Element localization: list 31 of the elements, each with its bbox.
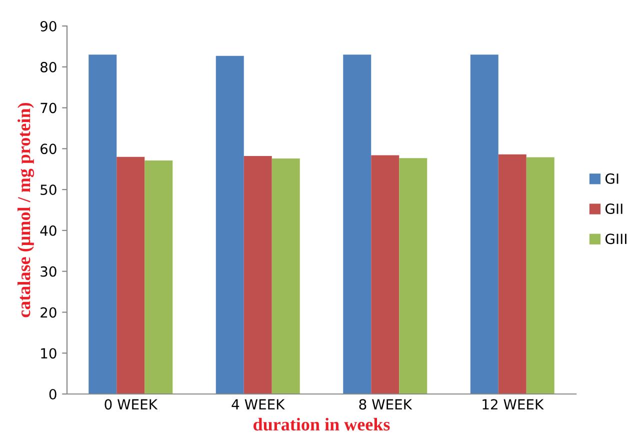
bar [272,158,300,394]
bar [216,56,244,394]
y-axis-title: catalase (µmol / mg protein) [18,102,34,318]
y-tick-label: 10 [41,348,56,359]
y-tick-label: 30 [40,266,56,277]
bar [399,158,428,394]
y-tick-label: 50 [40,184,56,196]
bar [526,157,554,394]
bar [144,160,173,394]
bar [88,54,117,394]
bar [244,156,272,394]
y-tick-label: 80 [40,62,56,72]
x-axis-title: duration in weeks [254,418,390,431]
x-tick-label: 8 WEEK [359,399,412,410]
bar [116,156,145,394]
y-tick-label: 40 [40,225,56,236]
bar [470,54,498,394]
legend-label: GI [605,173,618,184]
x-tick-label: 4 WEEK [232,399,285,410]
y-tick-label: 90 [40,20,56,32]
x-tick-label: 0 WEEK [104,399,158,410]
legend-label: GII [605,204,622,214]
y-tick-label: 20 [40,307,56,318]
bar [371,155,400,394]
y-tick-label: 0 [49,388,56,400]
y-tick-label: 60 [40,144,56,154]
y-tick-label: 70 [40,102,56,114]
x-tick-label: 12 WEEK [482,399,544,410]
bar [343,54,372,394]
legend-label: GIII [605,234,626,244]
bar [498,154,526,394]
